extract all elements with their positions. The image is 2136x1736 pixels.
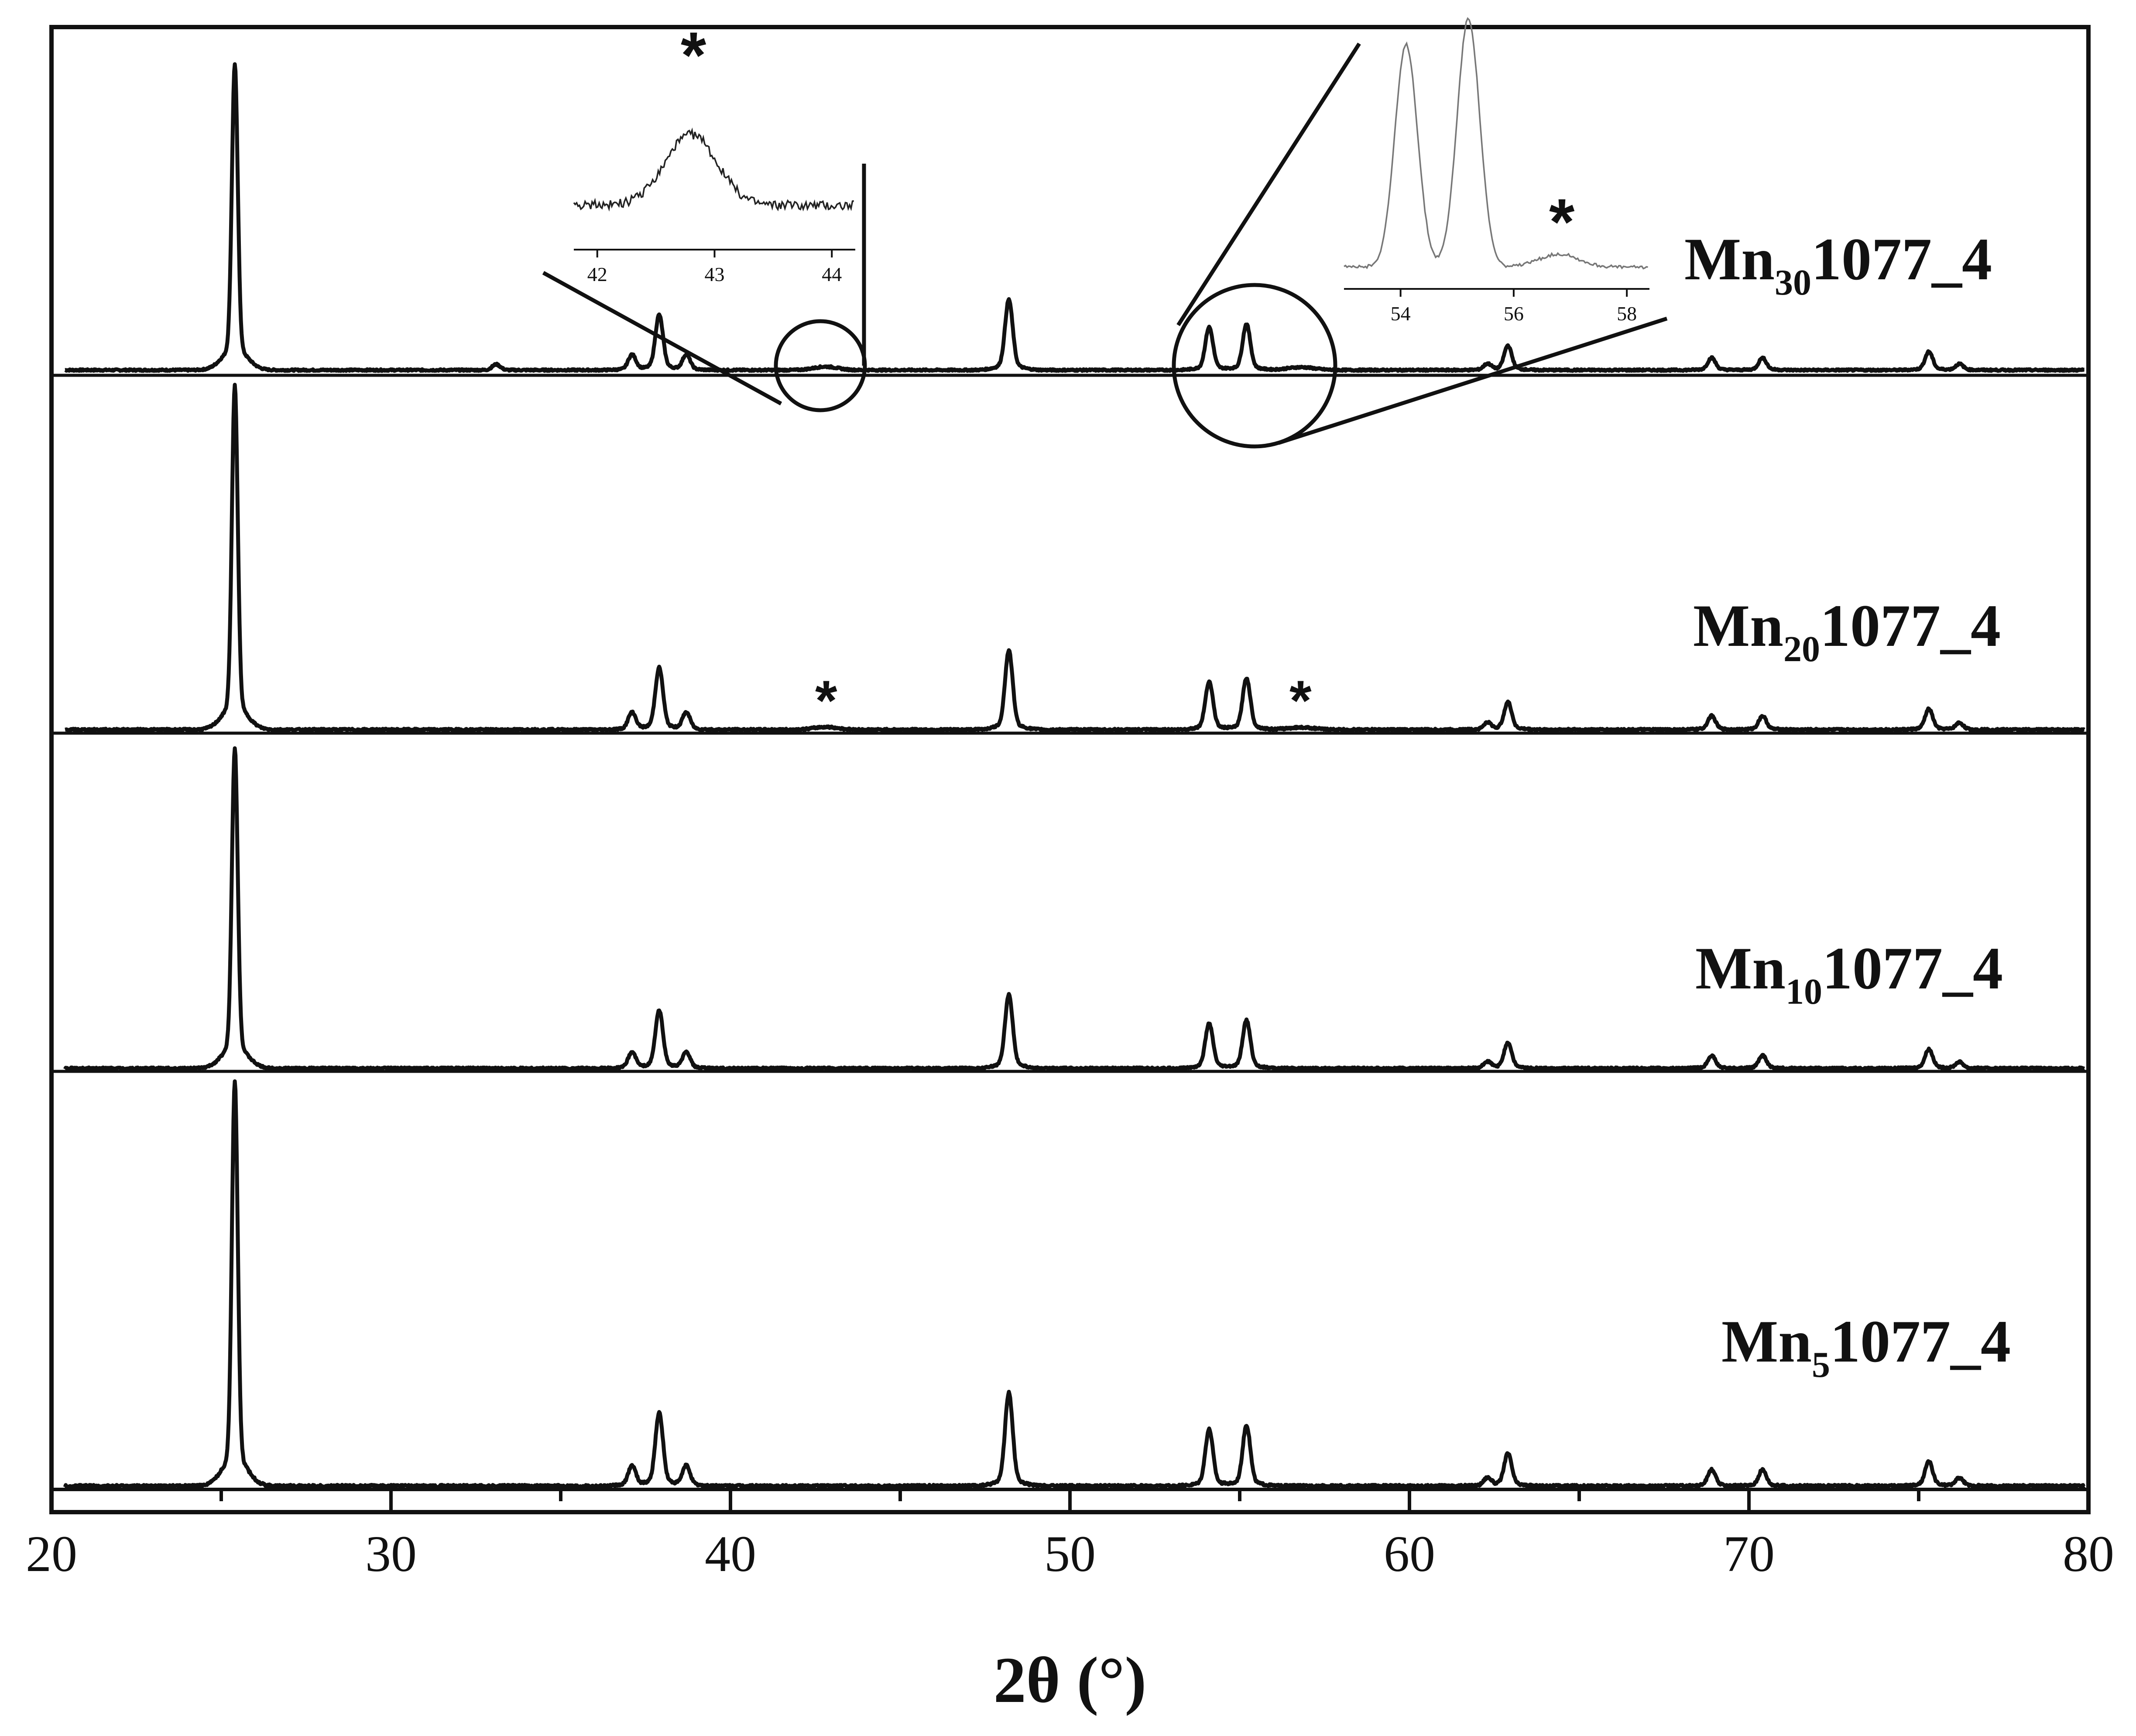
x-tick-label: 60 [1384,1525,1435,1582]
series-line [63,746,2086,1071]
inset-left: 42 43 44 * [573,18,855,285]
zoom-connector [542,271,782,405]
inset-tick-label: 58 [1617,302,1637,325]
x-tick-label: 30 [365,1525,417,1582]
x-tick-label: 80 [2063,1525,2114,1582]
x-axis-title: 2θ (°) [994,1644,1147,1716]
series-line [64,383,2086,733]
inset-right-ticks: 54 56 58 [1391,289,1637,325]
inset-right-marker: * [1549,185,1575,258]
inset-tick-label: 42 [587,263,607,285]
series-label-mn20: Mn201077_4 [1693,592,2001,669]
inset-right-trace [1344,17,1648,270]
zoom-connector [1278,316,1668,445]
series-label-mn10: Mn101077_4 [1695,935,2003,1012]
inset-tick-label: 54 [1391,302,1411,325]
impurity-marker: * [1289,669,1312,732]
series-line [63,1079,2086,1489]
x-tick-label: 40 [705,1525,756,1582]
series-group [63,62,2086,1489]
x-ticks: 20 30 40 50 60 70 80 [26,1489,2114,1582]
x-tick-label: 70 [1723,1525,1775,1582]
x-tick-label: 20 [26,1525,77,1582]
inset-tick-label: 44 [822,263,842,285]
inset-tick-label: 43 [705,263,725,285]
x-tick-label: 50 [1044,1525,1096,1582]
plot-frame [49,25,2091,1514]
inset-left-marker: * [681,18,706,92]
series-label-mn30: Mn301077_4 [1684,226,1992,303]
impurity-marker: * [815,669,837,732]
zoom-circle-right [1172,283,1337,449]
inset-left-ticks: 42 43 44 [587,250,842,285]
series-line [64,62,2086,373]
inset-right: 54 56 58 * [1344,17,1649,325]
series-label-mn5: Mn51077_4 [1721,1308,2011,1385]
zoom-connector [1176,42,1361,326]
inset-tick-label: 56 [1504,302,1524,325]
inset-left-trace [573,127,854,212]
